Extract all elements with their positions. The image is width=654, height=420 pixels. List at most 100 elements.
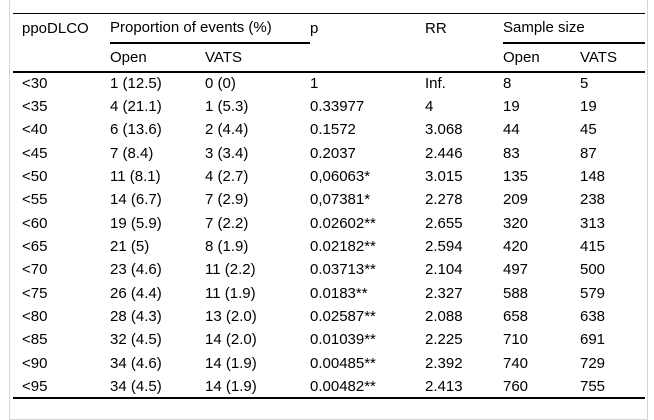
- cell-sample-open: 588: [503, 284, 529, 302]
- cell-sample-vats: 19: [580, 98, 597, 116]
- cell-ppodlco: <35: [22, 98, 48, 116]
- cell-proportion-open: 23 (4.6): [110, 261, 162, 279]
- cell-ppodlco: <85: [22, 331, 48, 349]
- cell-sample-open: 320: [503, 214, 529, 232]
- cell-proportion-vats: 1 (5.3): [205, 98, 249, 116]
- cell-sample-vats: 87: [580, 144, 597, 162]
- header-proportion-vats: VATS: [205, 42, 310, 73]
- cell-proportion-open: 26 (4.4): [110, 284, 162, 302]
- cell-ppodlco: <80: [22, 308, 48, 326]
- cell-proportion-vats: 11 (2.2): [205, 261, 256, 279]
- cell-p-value: 0,07381*: [310, 191, 371, 209]
- cell-rr: 2.088: [425, 308, 463, 326]
- cell-ppodlco: <90: [22, 354, 48, 372]
- cell-p-value: 0.00485**: [310, 354, 376, 372]
- cell-ppodlco: <60: [22, 214, 48, 232]
- cell-ppodlco: <95: [22, 377, 48, 395]
- cell-ppodlco: <75: [22, 284, 48, 302]
- header-p: p: [310, 19, 319, 37]
- cell-proportion-vats: 14 (1.9): [205, 354, 257, 372]
- cell-p-value: 0.0183**: [310, 284, 368, 302]
- cell-rr: 2.327: [425, 284, 463, 302]
- cell-sample-vats: 500: [580, 261, 606, 279]
- cell-rr: 2.594: [425, 238, 463, 256]
- header-sample-size-group: Sample size: [503, 13, 646, 44]
- cell-p-value: 0.2037: [310, 144, 356, 162]
- cell-sample-open: 209: [503, 191, 529, 209]
- cell-sample-open: 497: [503, 261, 529, 279]
- cell-proportion-open: 32 (4.5): [110, 331, 162, 349]
- cell-sample-open: 760: [503, 377, 529, 395]
- cell-sample-vats: 415: [580, 238, 606, 256]
- header-blank-rr: [425, 42, 503, 73]
- table-row: <40 6 (13.6) 2 (4.4) 0.1572 3.068 44 45: [13, 118, 645, 141]
- header-blank-ppodlco: [13, 42, 110, 73]
- cell-rr: 3.068: [425, 121, 463, 139]
- cell-ppodlco: <50: [22, 168, 48, 186]
- cell-proportion-vats: 3 (3.4): [205, 144, 249, 162]
- cell-proportion-vats: 13 (2.0): [205, 308, 257, 326]
- cell-rr: 2.413: [425, 377, 463, 395]
- table-row: <75 26 (4.4) 11 (1.9) 0.0183** 2.327 588…: [13, 282, 645, 305]
- cell-rr: 3.015: [425, 168, 463, 186]
- table-row: <70 23 (4.6) 11 (2.2) 0.03713** 2.104 49…: [13, 258, 645, 281]
- results-table-container: ppoDLCO Proportion of events (%) p RR Sa…: [13, 13, 646, 400]
- cell-proportion-vats: 11 (1.9): [205, 284, 256, 302]
- table-row: <65 21 (5) 8 (1.9) 0.02182** 2.594 420 4…: [13, 235, 645, 258]
- cell-sample-vats: 755: [580, 377, 606, 395]
- header-proportion-of-events-group: Proportion of events (%): [110, 13, 310, 44]
- cell-ppodlco: <55: [22, 191, 48, 209]
- cell-proportion-open: 11 (8.1): [110, 168, 161, 186]
- cell-p-value: 0.02182**: [310, 238, 376, 256]
- cell-sample-open: 19: [503, 98, 520, 116]
- header-proportion-open: Open: [110, 42, 205, 73]
- cell-proportion-open: 4 (21.1): [110, 98, 162, 116]
- cell-proportion-open: 19 (5.9): [110, 214, 162, 232]
- cell-rr: 2.446: [425, 144, 463, 162]
- table-row: <35 4 (21.1) 1 (5.3) 0.33977 4 19 19: [13, 95, 645, 118]
- cell-rr: Inf.: [425, 75, 446, 93]
- table-row: <80 28 (4.3) 13 (2.0) 0.02587** 2.088 65…: [13, 305, 645, 328]
- header-rr: RR: [425, 19, 447, 37]
- header-ppodlco: ppoDLCO: [22, 19, 89, 37]
- table-row: <60 19 (5.9) 7 (2.2) 0.02602** 2.655 320…: [13, 212, 645, 235]
- cell-proportion-open: 14 (6.7): [110, 191, 162, 209]
- cell-ppodlco: <45: [22, 144, 48, 162]
- cell-p-value: 0.33977: [310, 98, 365, 116]
- cell-p-value: 0.00482**: [310, 377, 376, 395]
- cell-sample-vats: 313: [580, 214, 606, 232]
- cell-sample-vats: 148: [580, 168, 606, 186]
- header-row-groups: ppoDLCO Proportion of events (%) p RR Sa…: [13, 13, 646, 44]
- cell-sample-open: 740: [503, 354, 529, 372]
- cell-rr: 2.655: [425, 214, 463, 232]
- table-header: ppoDLCO Proportion of events (%) p RR Sa…: [13, 13, 646, 73]
- cell-sample-open: 420: [503, 238, 529, 256]
- cell-proportion-open: 28 (4.3): [110, 308, 162, 326]
- cell-proportion-open: 21 (5): [110, 238, 150, 256]
- cell-sample-vats: 638: [580, 308, 606, 326]
- results-table: ppoDLCO Proportion of events (%) p RR Sa…: [13, 13, 646, 400]
- cell-p-value: 1: [310, 75, 319, 93]
- cell-proportion-vats: 4 (2.7): [205, 168, 249, 186]
- cell-proportion-open: 1 (12.5): [110, 75, 162, 93]
- cell-proportion-vats: 8 (1.9): [205, 238, 249, 256]
- cell-rr: 2.392: [425, 354, 463, 372]
- cell-ppodlco: <30: [22, 75, 48, 93]
- cell-proportion-vats: 7 (2.2): [205, 214, 249, 232]
- table-row: <30 1 (12.5) 0 (0) 1 Inf. 8 5: [13, 72, 645, 95]
- table-row: <85 32 (4.5) 14 (2.0) 0.01039** 2.225 71…: [13, 328, 645, 351]
- cell-sample-vats: 729: [580, 354, 606, 372]
- cell-p-value: 0,06063*: [310, 168, 371, 186]
- cell-sample-vats: 238: [580, 191, 606, 209]
- cell-proportion-vats: 14 (2.0): [205, 331, 257, 349]
- cell-sample-open: 83: [503, 144, 520, 162]
- cell-rr: 2.104: [425, 261, 463, 279]
- cell-rr: 2.225: [425, 331, 463, 349]
- table-row: <45 7 (8.4) 3 (3.4) 0.2037 2.446 83 87: [13, 142, 645, 165]
- cell-sample-vats: 579: [580, 284, 606, 302]
- cell-ppodlco: <65: [22, 238, 48, 256]
- cell-sample-open: 710: [503, 331, 529, 349]
- cell-p-value: 0.02587**: [310, 308, 376, 326]
- table-row: <90 34 (4.6) 14 (1.9) 0.00485** 2.392 74…: [13, 352, 645, 375]
- cell-p-value: 0.01039**: [310, 331, 376, 349]
